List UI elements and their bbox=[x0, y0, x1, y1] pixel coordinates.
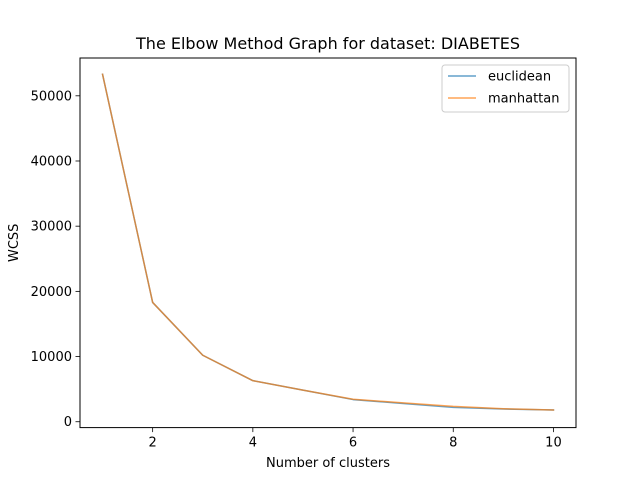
y-axis-ticks: 0 10000 20000 30000 40000 50000 bbox=[31, 89, 80, 430]
y-tick-label: 20000 bbox=[31, 285, 72, 300]
chart-title: The Elbow Method Graph for dataset: DIAB… bbox=[135, 34, 520, 53]
legend-label-manhattan: manhattan bbox=[488, 92, 559, 107]
series-line-manhattan bbox=[101, 73, 555, 411]
x-axis-label: Number of clusters bbox=[266, 456, 390, 471]
y-tick-label: 50000 bbox=[31, 89, 72, 104]
x-tick-label: 2 bbox=[149, 436, 157, 451]
x-tick-label: 6 bbox=[349, 436, 357, 451]
y-axis-label: WCSS bbox=[7, 224, 22, 262]
legend-label-euclidean: euclidean bbox=[488, 70, 551, 85]
series-layer bbox=[101, 73, 555, 411]
x-tick-label: 8 bbox=[449, 436, 457, 451]
plot-area-frame bbox=[79, 57, 577, 429]
x-axis-ticks: 2 4 6 8 10 bbox=[149, 427, 562, 451]
y-tick-label: 30000 bbox=[31, 220, 72, 235]
x-tick-label: 10 bbox=[545, 436, 562, 451]
legend: euclidean manhattan bbox=[441, 64, 570, 113]
y-tick-label: 0 bbox=[64, 415, 72, 430]
legend-entries: euclidean manhattan bbox=[448, 70, 559, 107]
y-tick-label: 40000 bbox=[31, 154, 72, 169]
y-tick-label: 10000 bbox=[31, 350, 72, 365]
x-tick-label: 4 bbox=[249, 436, 257, 451]
